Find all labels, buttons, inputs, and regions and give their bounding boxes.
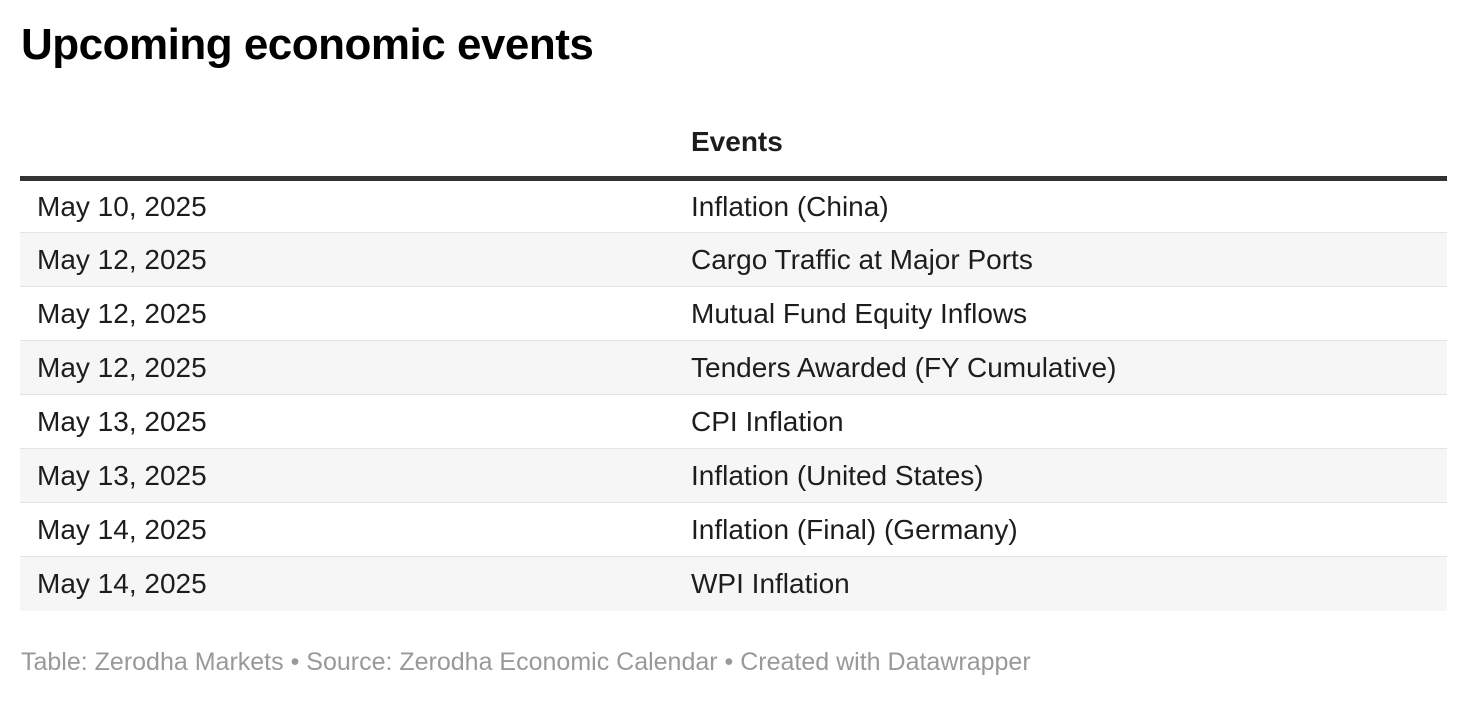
table-row: May 13, 2025 CPI Inflation [20, 394, 1447, 449]
event-name-cell: Cargo Traffic at Major Ports [691, 243, 1033, 275]
event-name-cell: Inflation (China) [691, 190, 889, 222]
event-name-cell: Tenders Awarded (FY Cumulative) [691, 351, 1117, 383]
page-title: Upcoming economic events [21, 20, 594, 69]
date-column-header [20, 104, 674, 181]
table-header-row: Events [20, 104, 1447, 181]
table-row: May 13, 2025 Inflation (United States) [20, 448, 1447, 503]
event-date-cell: May 13, 2025 [37, 405, 207, 437]
event-date-cell: May 10, 2025 [37, 190, 207, 222]
table-body: May 10, 2025 Inflation (China) May 12, 2… [20, 178, 1447, 611]
event-date-cell: May 13, 2025 [37, 459, 207, 491]
event-date-cell: May 14, 2025 [37, 567, 207, 599]
table-row: May 12, 2025 Cargo Traffic at Major Port… [20, 232, 1447, 287]
table-row: May 12, 2025 Mutual Fund Equity Inflows [20, 286, 1447, 341]
chart-container: Upcoming economic events Events May 10, … [0, 20, 1468, 677]
event-date-cell: May 12, 2025 [37, 297, 207, 329]
event-name-cell: Mutual Fund Equity Inflows [691, 297, 1028, 329]
event-date-cell: May 14, 2025 [37, 513, 207, 545]
event-name-cell: CPI Inflation [691, 405, 844, 437]
event-date-cell: May 12, 2025 [37, 351, 207, 383]
events-column-header: Events [674, 104, 1447, 181]
table-row: May 14, 2025 Inflation (Final) (Germany) [20, 502, 1447, 557]
table-row: May 12, 2025 Tenders Awarded (FY Cumulat… [20, 340, 1447, 395]
attribution-footer: Table: Zerodha Markets • Source: Zerodha… [21, 647, 1031, 676]
table-row: May 10, 2025 Inflation (China) [20, 178, 1447, 233]
event-name-cell: Inflation (United States) [691, 459, 984, 491]
event-name-cell: Inflation (Final) (Germany) [691, 513, 1018, 545]
table-row: May 14, 2025 WPI Inflation [20, 556, 1447, 611]
economic-events-table: Events May 10, 2025 Inflation (China) Ma… [20, 104, 1447, 611]
event-date-cell: May 12, 2025 [37, 243, 207, 275]
table-header: Events [20, 104, 1447, 181]
event-name-cell: WPI Inflation [691, 567, 850, 599]
